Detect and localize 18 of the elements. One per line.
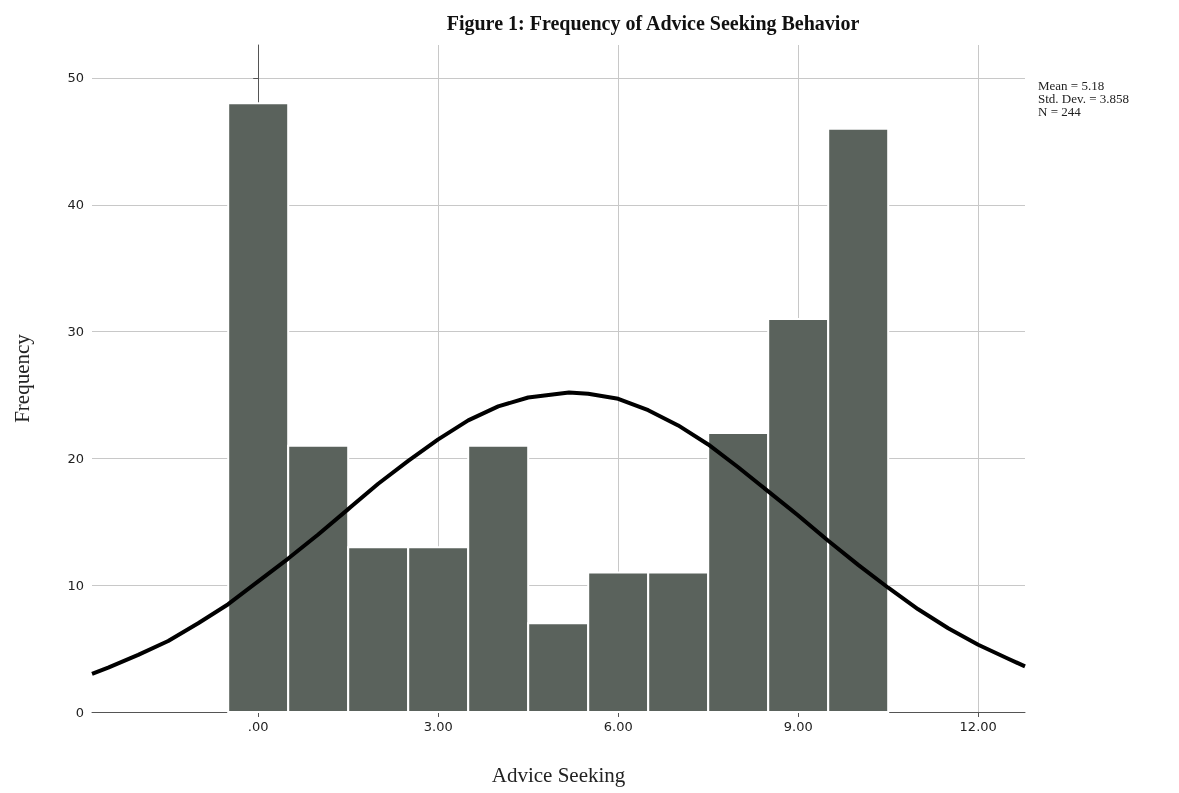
- y-tick-label: 10: [67, 577, 84, 593]
- y-tick-label: 20: [67, 450, 84, 466]
- x-tick-label: 3.00: [423, 719, 453, 734]
- y-tick-label: 30: [67, 324, 84, 340]
- x-tick-label: 12.00: [959, 719, 997, 734]
- x-axis-title: Advice Seeking: [491, 762, 626, 787]
- text: Std. Dev. = 3.858: [1038, 91, 1129, 106]
- text: Mean = 5.18: [1038, 78, 1105, 93]
- x-tick-label: 6.00: [603, 719, 633, 734]
- y-axis-title: Frequency: [9, 333, 34, 423]
- chart-title: Figure 1: Frequency of Advice Seeking Behavior: [446, 12, 860, 35]
- y-tick-label: 50: [67, 70, 84, 86]
- y-tick-label: 40: [67, 197, 84, 213]
- line-series: [90, 390, 1027, 676]
- y-tick-label: 0: [75, 704, 84, 720]
- x-tick-label: .00: [247, 719, 269, 734]
- text: N = 244: [1038, 104, 1082, 119]
- x-tick-label: 9.00: [783, 719, 813, 734]
